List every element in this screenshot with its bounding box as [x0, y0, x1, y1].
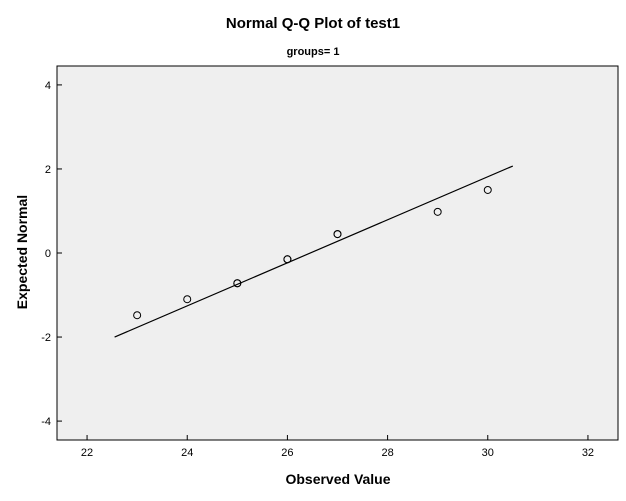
x-tick-label: 32	[582, 447, 594, 459]
x-tick-label: 24	[181, 447, 193, 459]
y-tick-label: -4	[41, 416, 51, 428]
x-tick-label: 30	[482, 447, 494, 459]
x-axis-ticks: 22 24 26 28 30 32	[81, 435, 594, 459]
x-axis-label: Observed Value	[285, 471, 390, 487]
data-point	[183, 295, 192, 304]
x-tick-label: 22	[81, 447, 93, 459]
plot-area	[56, 65, 619, 441]
x-tick-label: 28	[381, 447, 393, 459]
reference-line	[114, 165, 514, 338]
y-axis-ticks: 4 2 0 -2 -4	[41, 80, 62, 428]
data-point	[133, 311, 142, 320]
data-point	[333, 230, 342, 239]
data-point	[433, 207, 442, 216]
y-tick-label: 2	[45, 164, 51, 176]
data-point	[283, 255, 292, 264]
chart-title: Normal Q-Q Plot of test1	[226, 15, 400, 32]
chart-subtitle: groups= 1	[287, 46, 340, 58]
data-point	[233, 279, 242, 288]
data-points	[133, 185, 492, 320]
y-tick-label: 0	[45, 248, 51, 260]
x-tick-label: 26	[281, 447, 293, 459]
y-tick-label: -2	[41, 332, 51, 344]
y-axis-label: Expected Normal	[14, 195, 30, 309]
data-point	[483, 185, 492, 194]
y-tick-label: 4	[45, 80, 51, 92]
